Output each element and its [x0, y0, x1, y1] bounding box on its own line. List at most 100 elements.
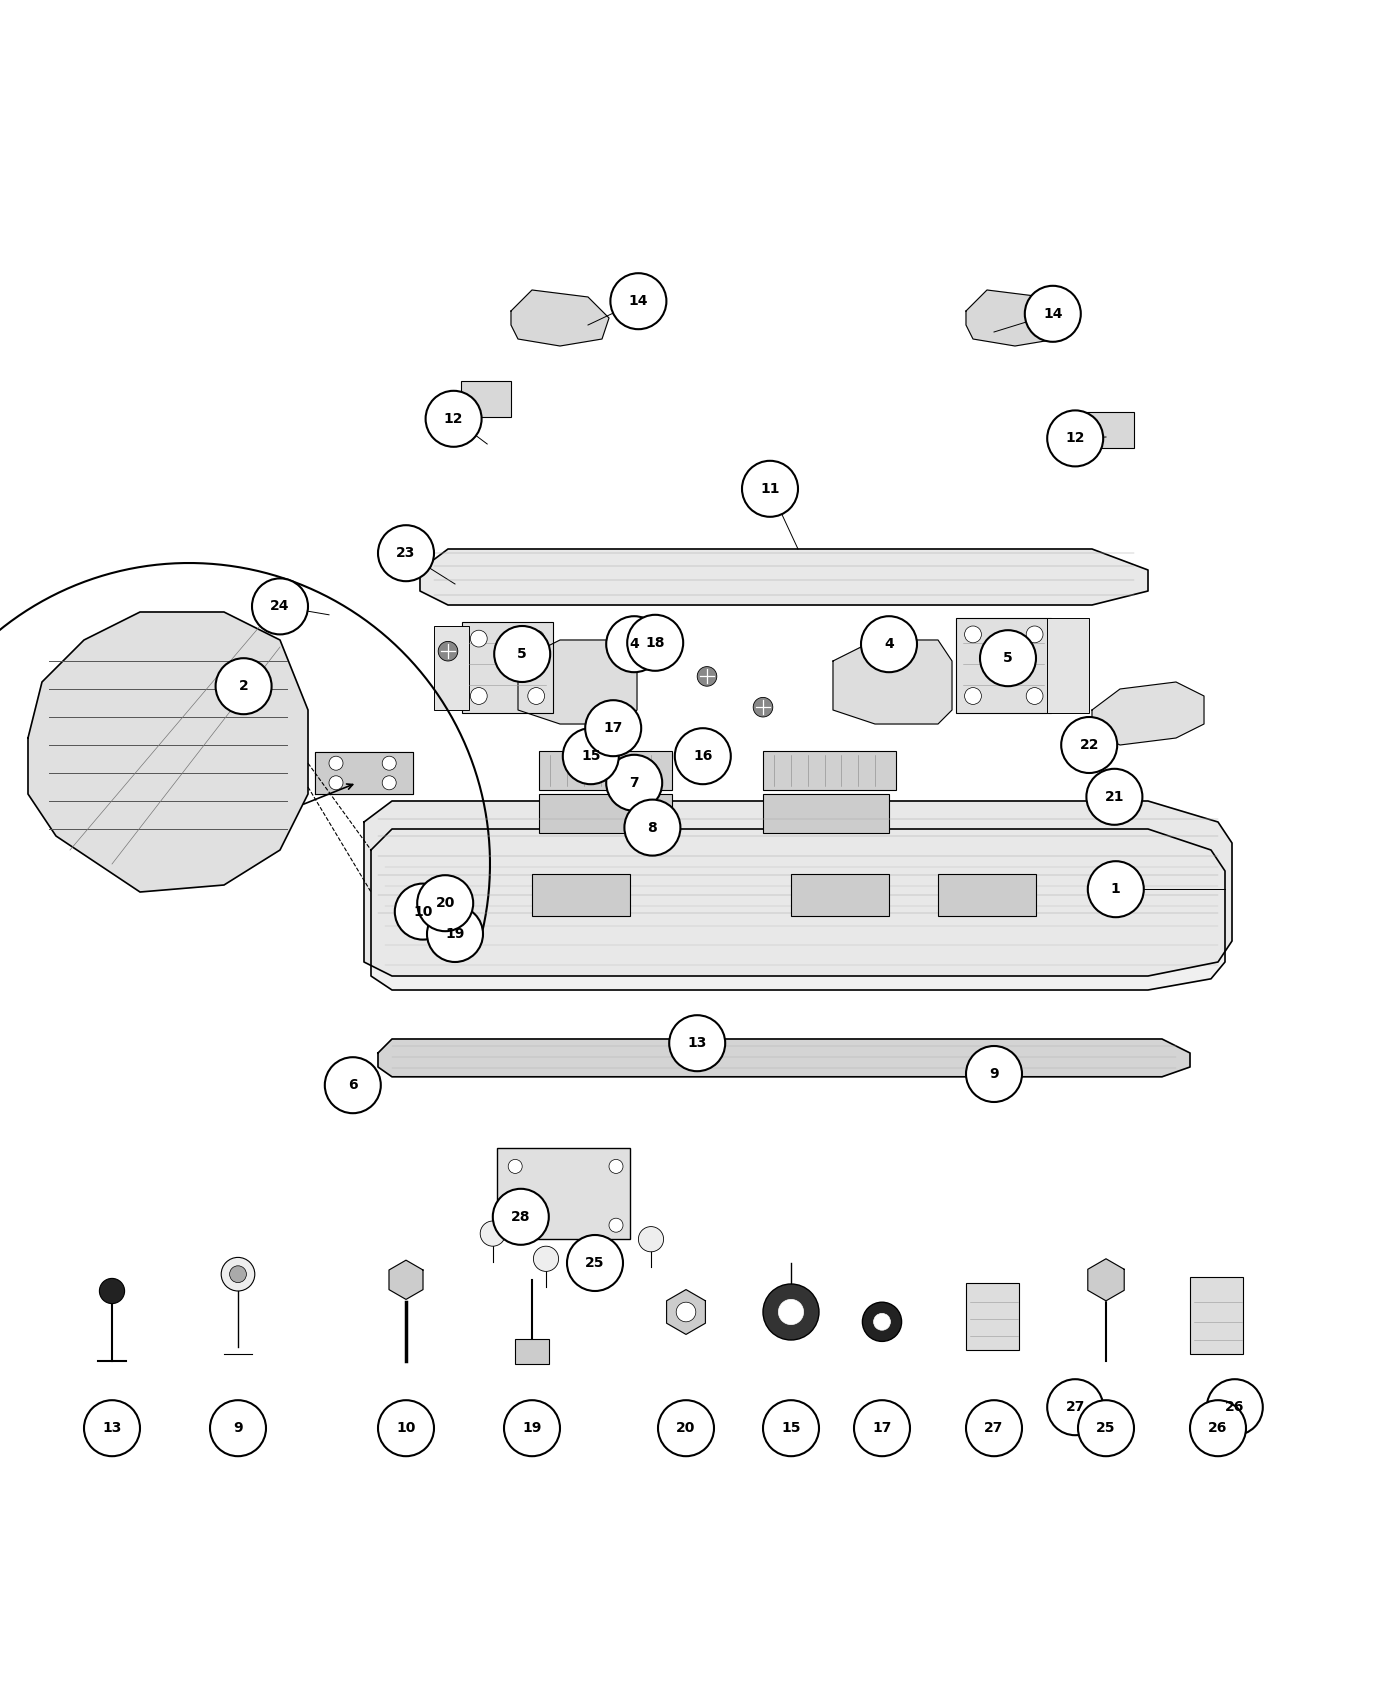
Circle shape — [252, 578, 308, 634]
Circle shape — [99, 1278, 125, 1304]
Circle shape — [504, 1401, 560, 1457]
Polygon shape — [1088, 1258, 1124, 1300]
Text: 19: 19 — [522, 1421, 542, 1435]
Circle shape — [528, 687, 545, 704]
FancyBboxPatch shape — [532, 874, 630, 916]
Text: 26: 26 — [1225, 1401, 1245, 1414]
Circle shape — [470, 631, 487, 648]
Text: 16: 16 — [693, 750, 713, 763]
Circle shape — [862, 1302, 902, 1341]
Circle shape — [676, 1302, 696, 1323]
Circle shape — [965, 626, 981, 643]
FancyBboxPatch shape — [434, 626, 469, 711]
Circle shape — [378, 1401, 434, 1457]
Circle shape — [508, 1219, 522, 1232]
Circle shape — [567, 1234, 623, 1290]
Polygon shape — [315, 751, 413, 794]
FancyBboxPatch shape — [763, 751, 896, 790]
Circle shape — [861, 615, 917, 672]
Text: 12: 12 — [1065, 432, 1085, 445]
Circle shape — [216, 658, 272, 714]
FancyBboxPatch shape — [1190, 1277, 1243, 1353]
Circle shape — [609, 1159, 623, 1173]
Text: 13: 13 — [687, 1037, 707, 1051]
Circle shape — [675, 728, 731, 784]
Circle shape — [627, 615, 683, 672]
Circle shape — [610, 274, 666, 330]
Polygon shape — [378, 1039, 1190, 1076]
Circle shape — [426, 391, 482, 447]
Circle shape — [1061, 717, 1117, 774]
Circle shape — [329, 756, 343, 770]
Text: 18: 18 — [645, 636, 665, 649]
Circle shape — [84, 1401, 140, 1457]
Circle shape — [1078, 1401, 1134, 1457]
Circle shape — [1047, 410, 1103, 466]
FancyBboxPatch shape — [497, 1148, 630, 1239]
Circle shape — [658, 1401, 714, 1457]
Text: 1: 1 — [1112, 882, 1120, 896]
Circle shape — [382, 775, 396, 791]
Circle shape — [778, 1299, 804, 1324]
FancyBboxPatch shape — [461, 381, 511, 418]
Circle shape — [417, 876, 473, 932]
Circle shape — [669, 1015, 725, 1071]
Circle shape — [585, 700, 641, 756]
Circle shape — [329, 775, 343, 791]
FancyBboxPatch shape — [515, 1338, 549, 1363]
Text: 20: 20 — [435, 896, 455, 910]
Circle shape — [480, 1221, 505, 1246]
FancyBboxPatch shape — [539, 751, 672, 790]
Text: 21: 21 — [1105, 790, 1124, 804]
Polygon shape — [518, 639, 637, 724]
Polygon shape — [666, 1290, 706, 1334]
Text: 25: 25 — [1096, 1421, 1116, 1435]
Text: 6: 6 — [349, 1078, 357, 1091]
Text: 27: 27 — [1065, 1401, 1085, 1414]
Text: 27: 27 — [984, 1421, 1004, 1435]
Circle shape — [980, 631, 1036, 687]
Text: 17: 17 — [872, 1421, 892, 1435]
Text: 19: 19 — [445, 927, 465, 942]
Circle shape — [1026, 626, 1043, 643]
Text: 10: 10 — [396, 1421, 416, 1435]
Circle shape — [1025, 286, 1081, 342]
Polygon shape — [28, 612, 308, 892]
Polygon shape — [1092, 682, 1204, 745]
Circle shape — [965, 687, 981, 704]
Text: 13: 13 — [102, 1421, 122, 1435]
Circle shape — [966, 1401, 1022, 1457]
Circle shape — [508, 1159, 522, 1173]
Polygon shape — [389, 1260, 423, 1299]
Circle shape — [742, 461, 798, 517]
Circle shape — [533, 1246, 559, 1272]
FancyBboxPatch shape — [462, 622, 553, 712]
Circle shape — [606, 755, 662, 811]
Circle shape — [1207, 1379, 1263, 1435]
Polygon shape — [364, 801, 1232, 976]
Text: 14: 14 — [629, 294, 648, 308]
Circle shape — [378, 525, 434, 581]
Text: 12: 12 — [444, 411, 463, 425]
FancyBboxPatch shape — [1084, 411, 1134, 449]
Polygon shape — [966, 291, 1064, 347]
Text: 5: 5 — [1004, 651, 1012, 665]
Text: 25: 25 — [585, 1256, 605, 1270]
Circle shape — [1088, 862, 1144, 918]
Circle shape — [589, 1246, 615, 1272]
Circle shape — [1047, 1379, 1103, 1435]
Circle shape — [494, 626, 550, 682]
Text: 5: 5 — [518, 648, 526, 661]
Circle shape — [1026, 687, 1043, 704]
FancyBboxPatch shape — [956, 617, 1051, 712]
Circle shape — [1190, 1401, 1246, 1457]
Text: 26: 26 — [1208, 1421, 1228, 1435]
Polygon shape — [511, 291, 609, 347]
Text: 10: 10 — [413, 904, 433, 918]
FancyBboxPatch shape — [1047, 617, 1089, 712]
Text: 4: 4 — [885, 638, 893, 651]
Text: 4: 4 — [630, 638, 638, 651]
Polygon shape — [833, 639, 952, 724]
Circle shape — [210, 1401, 266, 1457]
Circle shape — [528, 631, 545, 648]
